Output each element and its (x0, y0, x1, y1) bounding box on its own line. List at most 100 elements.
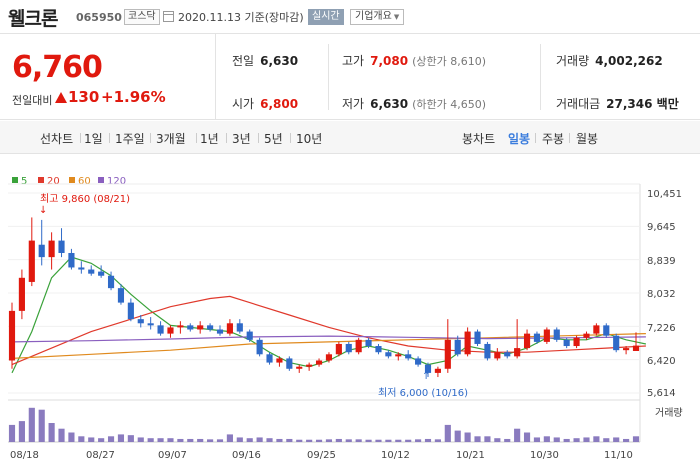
realtime-button[interactable]: 실시간 (308, 9, 344, 25)
period-5y[interactable]: 5년 (264, 132, 283, 146)
volume-bar (276, 438, 283, 442)
volume-bar (444, 424, 451, 442)
period-3m[interactable]: 3개월 (156, 132, 186, 146)
candle-body (98, 271, 105, 276)
candle-body (385, 352, 392, 357)
candle-body (335, 343, 342, 355)
candle-body (187, 325, 194, 330)
candle-body (157, 325, 164, 334)
high-value: 7,080 (370, 54, 409, 68)
candle-body (8, 310, 16, 361)
period-10y[interactable]: 10년 (296, 132, 323, 146)
low-annotation: ↑ 최저 6,000 (10/16) (378, 371, 468, 399)
candle-body (454, 339, 461, 355)
candle-body (533, 333, 541, 342)
candle-body (365, 339, 372, 347)
volume-bar (306, 439, 313, 442)
low-label: 저가 (342, 97, 365, 111)
daily-candle-tab[interactable]: 일봉 (508, 132, 531, 146)
volume-bar (474, 436, 481, 442)
weekly-candle-tab[interactable]: 주봉 (542, 132, 565, 146)
candle-body (315, 360, 323, 365)
prev-close-value: 6,630 (260, 54, 299, 68)
amount-label: 거래대금 (556, 97, 601, 111)
ma60-line (11, 333, 646, 359)
candle-body (484, 343, 491, 359)
volume-bar (177, 438, 184, 442)
x-tick: 10/30 (530, 450, 559, 461)
x-tick: 10/21 (456, 450, 485, 461)
candle-body (514, 348, 521, 357)
candle-body (78, 267, 85, 270)
volume-bar (296, 439, 303, 442)
high-label: 고가 (342, 54, 365, 68)
candle-body (325, 354, 333, 361)
market-badge: 코스닥 (124, 9, 160, 25)
volume-bar (375, 439, 382, 442)
volume-bar (38, 409, 45, 442)
candle-body (405, 354, 412, 359)
candle-body (573, 337, 580, 347)
y-tick: 9,645 (647, 222, 676, 233)
volume-bar (533, 437, 541, 442)
candle-body (474, 331, 481, 344)
low-price: 저가 6,630 (하한가 4,650) (342, 95, 486, 112)
change-value: 130 (68, 88, 100, 106)
candle-body (415, 358, 422, 365)
candle-body (167, 327, 174, 334)
candle-body (623, 348, 630, 351)
volume-bar (345, 439, 352, 442)
candle-body (88, 269, 95, 274)
volume-bar (315, 439, 323, 442)
stock-chart[interactable]: 5 20 60 120 10,451 9,645 8,839 8,032 7,2… (0, 160, 700, 472)
volume-bar (613, 437, 620, 442)
candle-body (563, 339, 570, 347)
candle-body (395, 354, 402, 357)
volume-bar (266, 438, 273, 442)
volume-bar (583, 437, 590, 442)
prev-close: 전일 6,630 (232, 52, 298, 69)
candle-body (286, 358, 293, 369)
period-1y[interactable]: 1년 (200, 132, 219, 146)
candle-body (613, 335, 620, 351)
candle-body (177, 325, 184, 328)
volume-bar (434, 439, 441, 442)
monthly-candle-tab[interactable]: 월봉 (576, 132, 599, 146)
candle-body (553, 329, 560, 340)
candle-body (593, 325, 600, 334)
volume-label: 거래량 (556, 54, 590, 68)
volume-bar (464, 432, 471, 442)
candle-body (137, 319, 144, 324)
candle-body (583, 333, 590, 338)
stock-code: 065950 (76, 11, 122, 24)
x-tick: 11/10 (604, 450, 633, 461)
ma120-line (11, 335, 646, 343)
volume-bar (563, 438, 570, 442)
candle-body (236, 323, 243, 332)
y-tick: 10,451 (647, 189, 682, 200)
volume-axis-label: 거래량 (655, 407, 683, 419)
period-1w[interactable]: 1주일 (115, 132, 145, 146)
volume-bar (593, 436, 600, 442)
stock-header: 웰크론 065950 코스닥 2020.11.13 기준(장마감) 실시간 기업… (0, 0, 700, 34)
volume-bar (187, 438, 194, 442)
volume-bar (68, 432, 75, 442)
volume-bar (424, 438, 432, 442)
volume-bar (226, 434, 233, 442)
period-1d[interactable]: 1일 (84, 132, 103, 146)
candle-body (38, 244, 45, 258)
volume-bar (405, 439, 412, 442)
change-percent: +1.96% (101, 88, 166, 106)
high-annotation: 최고 9,860 (08/21) ↓ (39, 193, 130, 216)
volume-bar (167, 438, 174, 442)
candle-body (464, 331, 471, 355)
volume-bar (632, 436, 640, 442)
line-chart-tab[interactable]: 선차트 (40, 132, 74, 146)
volume-bar (335, 438, 342, 442)
company-overview-dropdown[interactable]: 기업개요 ▼ (350, 9, 405, 25)
up-arrow-icon: ↑ (422, 371, 430, 382)
volume-bar (78, 436, 85, 442)
prev-close-label: 전일 (232, 54, 255, 68)
volume-bar (365, 439, 372, 442)
period-3y[interactable]: 3년 (232, 132, 251, 146)
